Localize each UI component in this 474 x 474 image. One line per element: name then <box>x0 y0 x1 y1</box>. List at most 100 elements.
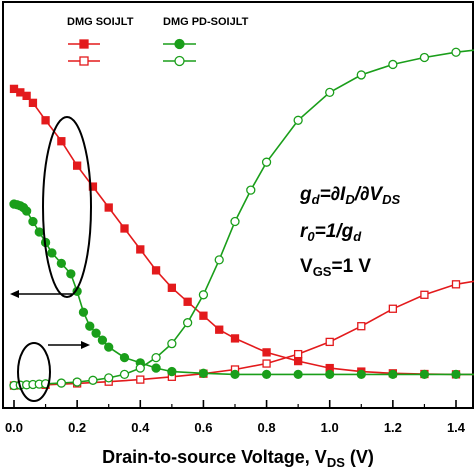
x-axis-label: Drain-to-source Voltage, VDS (V) <box>102 447 374 470</box>
data-point <box>136 245 145 254</box>
data-point <box>451 47 461 57</box>
x-tick-label: 0.0 <box>5 420 23 435</box>
annotation-r0: r0=1/gd <box>300 221 362 244</box>
data-point <box>104 373 114 383</box>
arrow-left-head <box>10 290 19 298</box>
data-point <box>325 369 335 380</box>
data-point <box>262 359 271 368</box>
data-point <box>198 290 209 300</box>
data-point <box>167 338 177 349</box>
data-point <box>47 248 57 258</box>
data-point <box>57 137 66 146</box>
data-point <box>230 334 240 343</box>
x-tick-label: 1.2 <box>384 420 402 435</box>
data-point <box>293 349 303 359</box>
series-line-0 <box>13 88 474 376</box>
x-tick-label: 0.2 <box>68 420 86 435</box>
x-tick-label: 1.4 <box>447 420 466 435</box>
legend-marker-0 <box>79 39 89 49</box>
data-point <box>151 363 161 373</box>
data-point <box>21 206 32 216</box>
data-point <box>420 290 429 299</box>
series-line-1 <box>13 280 474 387</box>
annotation-vgs: VGS=1 V <box>300 256 371 279</box>
data-point <box>97 335 108 345</box>
data-point <box>325 87 335 98</box>
arrow-right-head <box>81 341 90 349</box>
data-point <box>261 369 272 380</box>
data-point <box>104 342 114 352</box>
data-point <box>262 348 271 357</box>
legend-label-soijlt: DMG SOIJLT <box>67 16 134 28</box>
data-point <box>451 280 461 289</box>
data-point <box>183 297 192 306</box>
legend-samples <box>68 38 196 67</box>
legend-label-pd-soijlt: DMG PD-SOIJLT <box>163 16 249 28</box>
data-point <box>293 356 303 366</box>
data-point <box>199 311 208 320</box>
data-point <box>22 91 31 101</box>
data-point <box>325 337 334 347</box>
data-point <box>451 369 461 380</box>
data-point <box>246 185 256 195</box>
legend-marker-1 <box>79 56 89 66</box>
series-line-2 <box>13 203 474 376</box>
x-tick-label: 0.8 <box>258 420 276 435</box>
data-point <box>135 363 145 373</box>
x-axis-ticks: 0.0 0.2 0.4 0.6 0.8 1.0 1.2 1.4 <box>5 400 466 435</box>
highlight-ellipse-bottom <box>17 342 51 402</box>
data-point <box>356 70 366 80</box>
data-point <box>419 369 430 380</box>
legend: DMG SOIJLT DMG PD-SOIJLT <box>67 16 249 67</box>
data-point <box>167 366 177 377</box>
data-point <box>198 368 209 378</box>
data-point <box>72 377 82 387</box>
data-point <box>357 322 366 331</box>
data-point <box>151 352 161 363</box>
data-point <box>85 321 95 331</box>
data-point <box>214 255 224 265</box>
data-point <box>91 328 101 338</box>
x-tick-label: 1.0 <box>321 420 339 435</box>
data-point <box>56 258 67 269</box>
data-point <box>119 369 130 380</box>
series-line-3 <box>13 49 474 387</box>
legend-marker-3 <box>174 55 185 67</box>
data-point <box>388 304 398 313</box>
data-point <box>230 216 240 227</box>
legend-marker-2 <box>174 38 185 50</box>
data-point <box>34 227 44 237</box>
data-point <box>120 224 129 233</box>
data-point <box>72 161 82 170</box>
x-tick-label: 0.4 <box>131 420 150 435</box>
data-point <box>28 98 38 107</box>
data-point <box>230 369 240 380</box>
data-point <box>104 203 113 212</box>
data-point <box>261 157 272 167</box>
data-point <box>78 307 89 317</box>
data-point <box>215 325 224 334</box>
x-tick-label: 0.6 <box>194 420 212 435</box>
data-point <box>88 375 98 385</box>
highlight-ellipse-top <box>42 116 92 298</box>
data-point <box>119 352 130 363</box>
series-layer <box>9 47 474 391</box>
data-point <box>151 266 161 275</box>
data-point <box>419 52 430 63</box>
data-point <box>167 283 177 292</box>
data-point <box>56 378 67 388</box>
data-point <box>182 318 193 328</box>
data-point <box>41 116 50 125</box>
data-point <box>388 59 398 70</box>
data-point <box>293 115 303 125</box>
data-point <box>136 375 145 384</box>
data-point <box>388 369 398 380</box>
data-point <box>356 369 366 380</box>
data-point <box>66 269 76 279</box>
plot-frame <box>2 1 474 409</box>
data-point <box>293 369 303 380</box>
annotation-gd: gd=∂ID/∂VDS <box>299 184 400 207</box>
data-point <box>28 216 38 227</box>
